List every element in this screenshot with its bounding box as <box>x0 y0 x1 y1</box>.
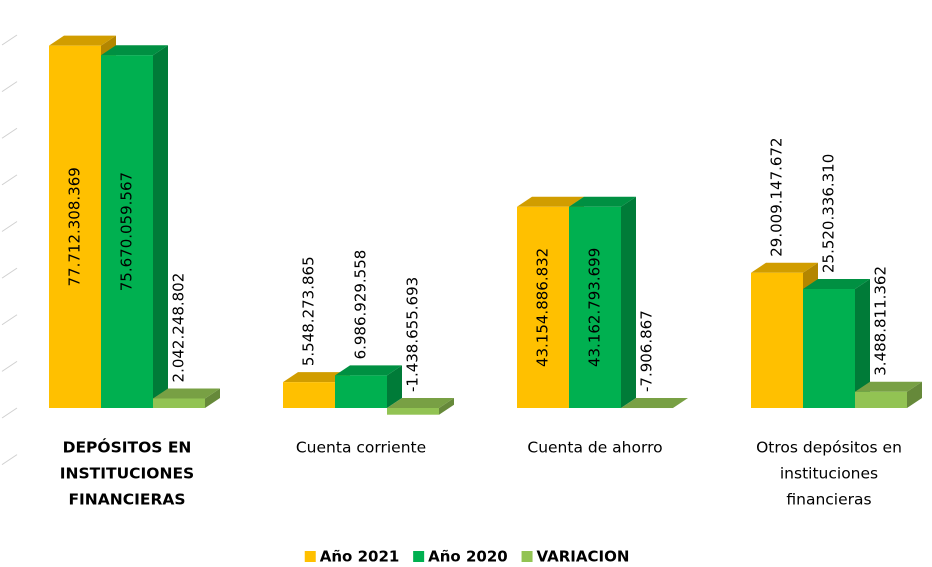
grid-line <box>1 174 18 186</box>
bar-top <box>803 279 870 290</box>
value-label: -7.906.867 <box>638 310 656 392</box>
bar-top <box>335 365 402 376</box>
grid-line <box>1 314 18 326</box>
grid-line <box>1 360 18 372</box>
category-label: Cuenta corriente <box>296 439 426 457</box>
bar <box>621 398 688 409</box>
bar-front <box>335 375 387 408</box>
category-label: instituciones <box>780 465 878 483</box>
bar-front <box>751 272 803 408</box>
category-label: FINANCIERAS <box>68 491 185 509</box>
legend-swatch <box>304 551 316 562</box>
grid-line <box>1 127 18 139</box>
value-label: -1.438.655.693 <box>404 277 422 392</box>
bar-side <box>439 398 454 415</box>
bar <box>153 388 220 408</box>
category-label: DEPÓSITOS EN <box>63 438 192 457</box>
bar-top <box>569 196 636 207</box>
bar-top <box>517 196 584 207</box>
grid-line <box>1 267 18 279</box>
bar-top <box>621 398 688 408</box>
bar <box>387 398 454 415</box>
bar-front <box>803 289 855 408</box>
bar-side <box>621 196 636 408</box>
grid-line <box>1 81 18 93</box>
value-label: 43.154.886.832 <box>534 248 552 367</box>
bar-front <box>855 391 907 408</box>
grid-line <box>1 407 18 419</box>
bar-front <box>517 206 569 408</box>
bar-top <box>751 262 818 273</box>
value-label: 5.548.273.865 <box>300 256 318 366</box>
bar-top <box>855 381 922 392</box>
bar-front <box>387 408 439 415</box>
legend-label: Año 2021 <box>320 548 400 566</box>
grid-line <box>1 454 18 466</box>
bar-side <box>907 381 922 408</box>
legend-swatch <box>413 551 425 562</box>
value-label: 6.986.929.558 <box>352 250 370 360</box>
bar <box>855 381 922 408</box>
bar-front <box>49 45 101 409</box>
value-label: 25.520.336.310 <box>820 154 838 273</box>
bar <box>569 196 636 408</box>
bar-front <box>283 382 335 408</box>
bar <box>803 279 870 408</box>
value-label: 29.009.147.672 <box>768 137 786 256</box>
value-label: 3.488.811.362 <box>872 266 890 376</box>
bar-top <box>49 35 116 46</box>
bar-top <box>153 388 220 399</box>
bar <box>335 365 402 408</box>
bar <box>101 45 168 408</box>
value-label: 77.712.308.369 <box>66 167 84 286</box>
bar-top <box>283 372 350 383</box>
bar-front <box>101 55 153 408</box>
bar-side <box>387 365 402 408</box>
category-label: Otros depósitos en <box>756 439 902 457</box>
value-label: 2.042.248.802 <box>170 273 188 383</box>
category-label: INSTITUCIONES <box>60 465 194 483</box>
bar-side <box>855 279 870 408</box>
value-label: 75.670.059.567 <box>118 172 136 291</box>
legend-swatch <box>521 551 533 562</box>
grid-line <box>1 221 18 232</box>
category-label: Cuenta de ahorro <box>527 439 662 457</box>
value-label: 43.162.793.699 <box>586 248 604 367</box>
legend-label: VARIACION <box>537 548 630 566</box>
bar-side <box>673 398 688 409</box>
bar-top <box>387 398 454 408</box>
bar-top <box>101 45 168 56</box>
legend-label: Año 2020 <box>428 548 508 566</box>
category-label: financieras <box>786 491 871 509</box>
bar-front <box>153 398 205 408</box>
grid-line <box>1 34 18 46</box>
bar-front <box>569 206 621 408</box>
bar-side <box>205 388 220 408</box>
bar-side <box>153 45 168 408</box>
